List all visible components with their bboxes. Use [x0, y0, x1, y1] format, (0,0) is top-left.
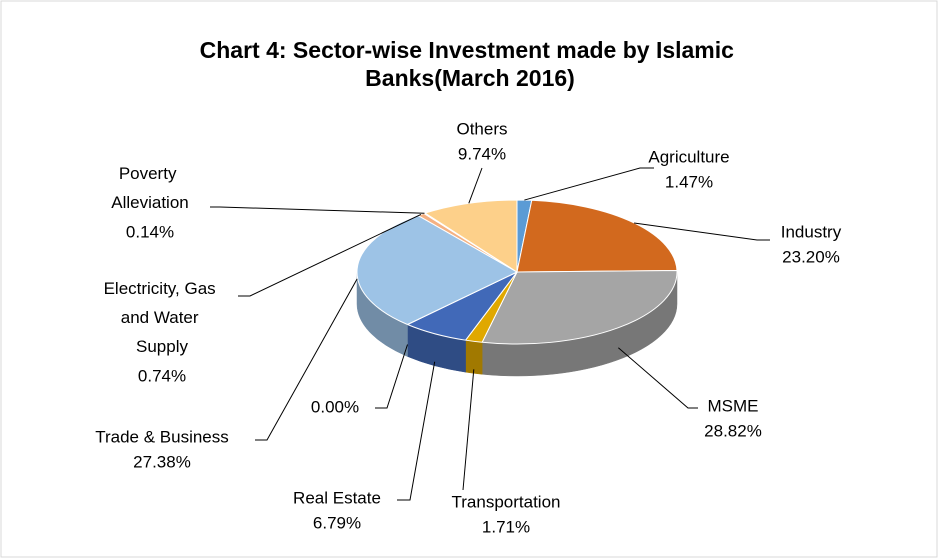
- value-label: 28.82%: [704, 421, 762, 440]
- leader-line: [634, 222, 770, 241]
- leader-line: [468, 167, 483, 204]
- pie-slice: [516, 199, 678, 273]
- pie-slice: [406, 271, 518, 373]
- slice-top: [423, 199, 518, 273]
- value-label: 1.47%: [665, 172, 713, 191]
- leader-line: [210, 206, 425, 214]
- leader-line: [375, 344, 408, 409]
- slice-top: [481, 270, 678, 345]
- slice-side: [465, 339, 483, 375]
- leader-line: [255, 278, 358, 441]
- category-label: Poverty Alleviation: [111, 164, 189, 212]
- leader-line: [618, 347, 698, 409]
- chart-title: Chart 4: Sector-wise Investment made by …: [200, 37, 741, 91]
- leader-line: [238, 213, 422, 297]
- category-label: Trade & Business: [95, 427, 229, 446]
- category-label: Electricity, Gas and Water Supply: [104, 279, 221, 356]
- slice-top: [356, 214, 519, 326]
- category-label: Real Estate: [293, 488, 381, 507]
- category-label: Others: [456, 119, 507, 138]
- value-label: 0.00%: [311, 397, 359, 416]
- leader-line: [524, 167, 654, 201]
- value-label: 27.38%: [133, 452, 191, 471]
- category-label: Agriculture: [648, 147, 729, 166]
- leader-line: [397, 361, 436, 501]
- value-label: 1.71%: [482, 517, 530, 536]
- leader-line: [462, 369, 475, 491]
- category-label: Transportation: [452, 492, 561, 511]
- value-label: 9.74%: [458, 144, 506, 163]
- pie-slice: [356, 214, 519, 357]
- category-label: MSME: [708, 396, 759, 415]
- slice-top: [516, 199, 678, 273]
- value-label: 23.20%: [782, 247, 840, 266]
- pie-slice: [423, 199, 518, 273]
- value-label: 0.14%: [126, 222, 174, 241]
- value-label: 0.74%: [138, 366, 186, 385]
- value-label: 6.79%: [313, 513, 361, 532]
- category-label: Industry: [781, 222, 842, 241]
